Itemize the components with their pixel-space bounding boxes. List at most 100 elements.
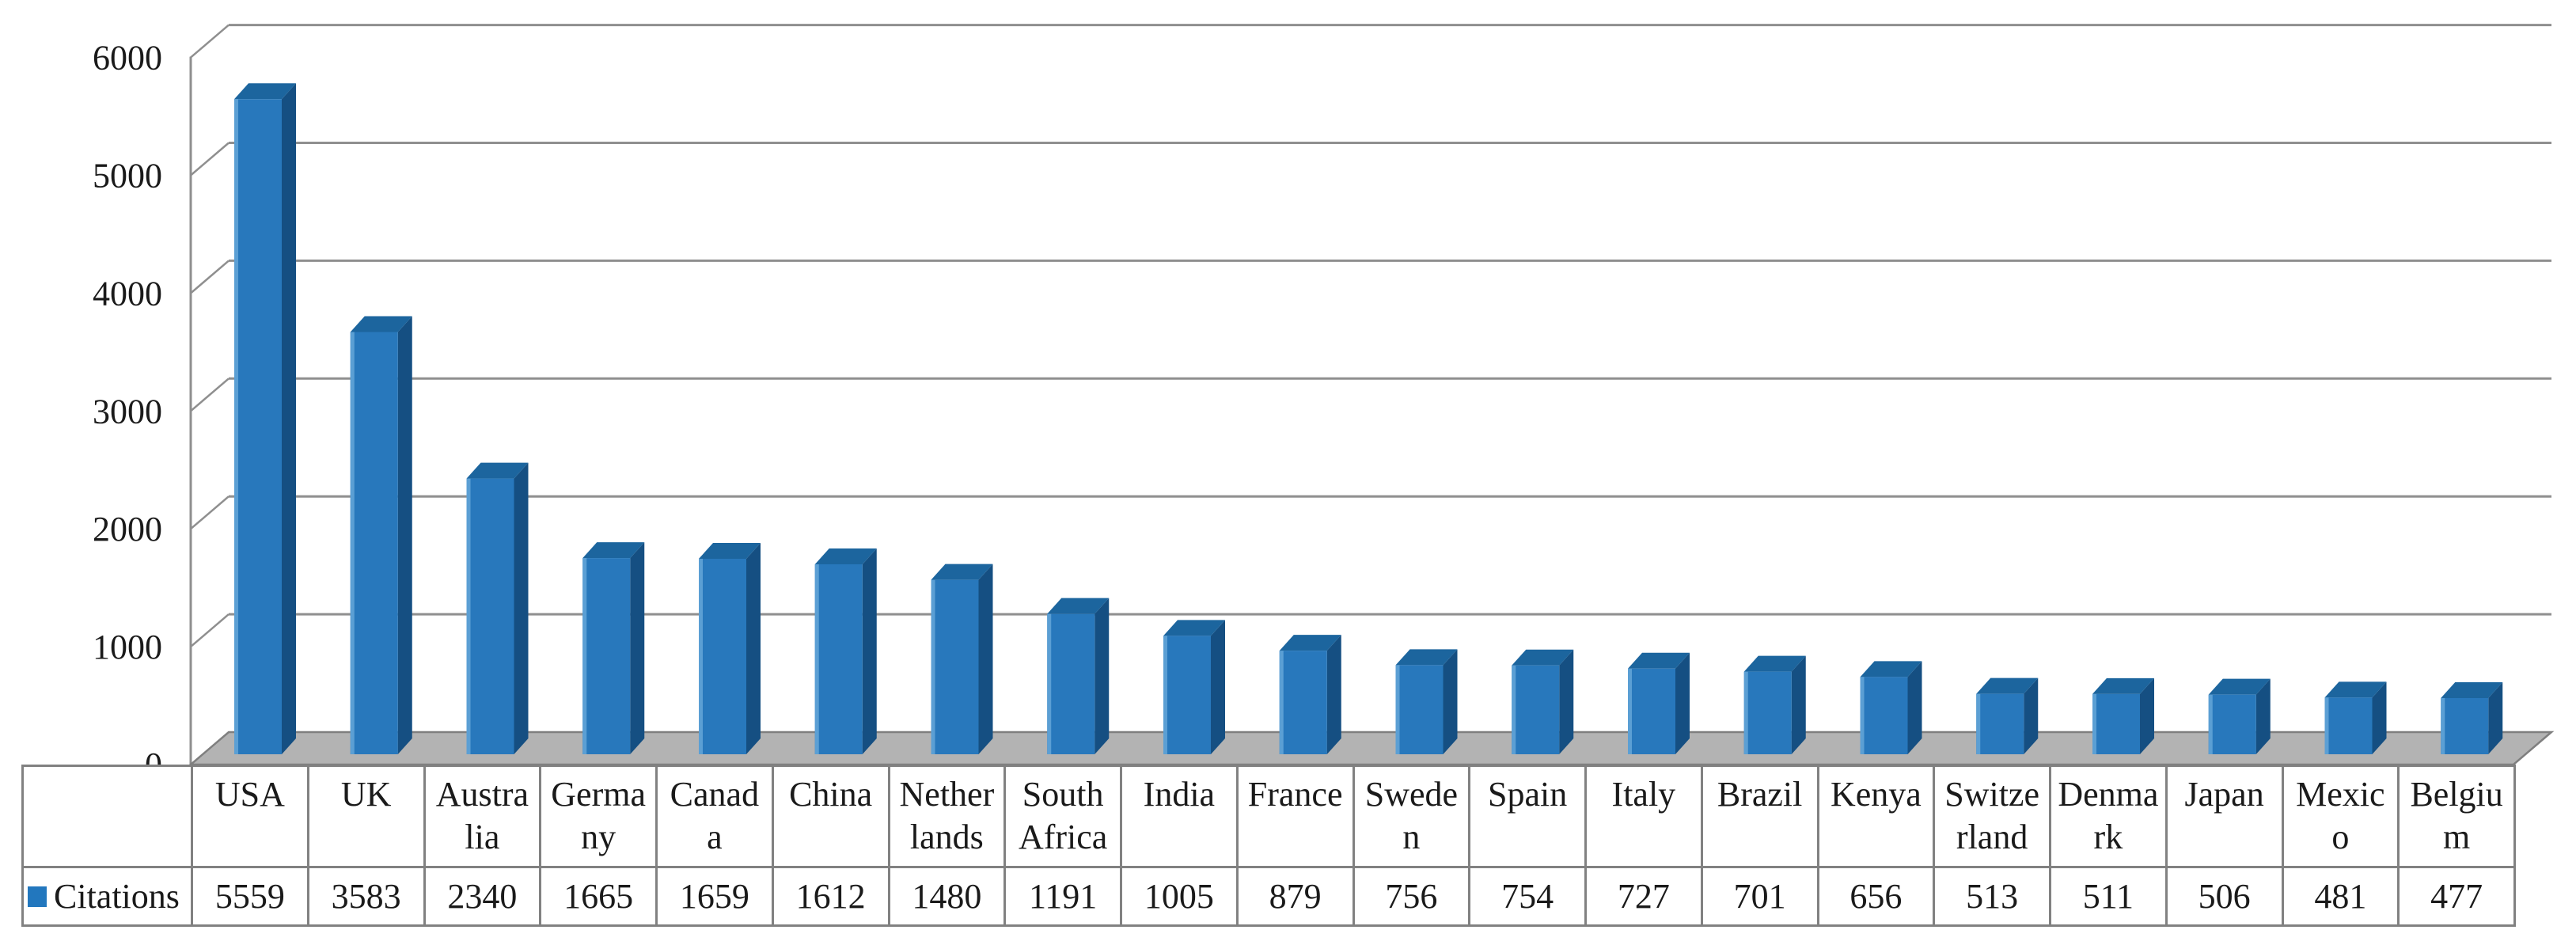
gridline-connector [190,24,230,59]
bar-south-africa [1047,598,1110,754]
bar-front-face [814,564,863,754]
bar-side-face [1675,652,1690,754]
bar-top-face [1163,620,1225,636]
bar-top-face [2092,677,2154,694]
bar-side-face [1443,649,1458,754]
bar-top-face [1628,652,1690,669]
category-cell-denmark: Denma rk [2049,765,2168,868]
bar-front-face [1628,668,1675,754]
bar-highlight-edge [1395,665,1400,754]
legend-cell: Citations [21,866,193,927]
category-cell-kenya: Kenya [1816,765,1936,868]
bar-front-face [2092,693,2140,754]
bar-side-face [2255,678,2271,754]
value-cell-france: 879 [1235,866,1355,927]
bar-side-face [630,542,645,754]
bar-side-face [1559,649,1574,754]
category-cell-netherlands: Nether lands [887,765,1007,868]
chart-data-table: USA UK Austra lia Germa ny Canad a China Nethe… [21,765,2516,927]
citations-series-swatch-icon [28,886,47,907]
gridline-connector [190,495,230,530]
bar-front-face [1743,671,1792,754]
bar-japan [2208,678,2271,754]
value-cell-belgium: 477 [2397,866,2516,927]
bar-highlight-edge [582,558,587,754]
bar-side-face [746,542,761,754]
bar-front-face [1512,665,1560,754]
bar-front-face [234,99,282,755]
value-cell-germany: 1665 [539,866,658,927]
bar-side-face [1791,655,1806,754]
category-cell-australia: Austra lia [423,765,542,868]
bar-highlight-edge [1279,651,1284,754]
bar-highlight-edge [1743,671,1748,754]
bar-switzerland [1976,677,2039,754]
category-cell-india: India [1120,765,1239,868]
value-cell-brazil: 701 [1700,866,1819,927]
bar-top-face [1860,661,1922,677]
bar-front-face [1395,665,1444,754]
value-cell-uk: 3583 [306,866,426,927]
category-cell-mexico: Mexic o [2281,765,2400,868]
bar-top-face [1047,598,1110,614]
bar-side-face [2488,681,2503,754]
bar-front-face [466,478,514,754]
bar-usa [234,83,296,755]
category-cell-switzerland: Switze rland [1933,765,2051,868]
bar-front-face [1047,613,1095,754]
table-corner-spacer [21,765,193,868]
value-cell-canada: 1659 [655,866,774,927]
bar-side-face [1907,661,1922,754]
bar-mexico [2324,681,2387,754]
bar-front-face [2208,694,2256,754]
category-cell-france: France [1235,765,1355,868]
category-cell-japan: Japan [2164,765,2284,868]
value-cell-denmark: 511 [2049,866,2168,927]
bar-highlight-edge [1860,677,1865,754]
bar-side-face [397,316,412,754]
bar-top-face [814,548,877,564]
category-cell-italy: Italy [1584,765,1703,868]
bar-side-face [2140,677,2154,754]
category-header-row: USA UK Austra lia Germa ny Canad a China Nethe… [21,765,2516,868]
category-cell-uk: UK [306,765,426,868]
bar-side-face [514,462,529,754]
value-cell-sweden: 756 [1352,866,1471,927]
category-cell-belgium: Belgiu m [2397,765,2516,868]
bar-highlight-edge [2441,697,2445,754]
gridline-connector [190,142,230,176]
bar-highlight-edge [2208,694,2213,754]
bar-top-face [2324,681,2387,698]
bar-side-face [862,548,877,754]
bar-highlight-edge [350,332,355,754]
bar-france [1279,635,1341,754]
bar-top-face [1976,677,2039,694]
category-cell-canada: Canad a [655,765,774,868]
bar-italy [1628,652,1690,754]
bar-netherlands [931,564,993,754]
bar-side-face [978,564,993,754]
value-cell-mexico: 481 [2281,866,2400,927]
bar-india [1163,620,1225,754]
bar-kenya [1860,661,1922,754]
bar-highlight-edge [814,564,819,754]
category-cell-spain: Spain [1468,765,1587,868]
category-cell-germany: Germa ny [539,765,658,868]
bar-highlight-edge [234,99,238,755]
bar-highlight-edge [699,558,703,754]
gridline-connector [190,378,230,412]
bar-front-face [699,558,746,754]
bar-top-face [466,462,529,479]
bar-top-face [350,316,412,332]
bar-top-face [582,542,645,559]
bar-denmark [2092,677,2154,754]
bar-highlight-edge [2092,693,2096,754]
value-cell-kenya: 656 [1816,866,1936,927]
bar-top-face [1743,655,1806,672]
bar-canada [699,542,761,754]
y-axis-tick-label: 3000 [93,392,162,431]
bar-spain [1512,649,1574,754]
y-axis-tick-label: 1000 [93,628,162,666]
bar-highlight-edge [2324,697,2329,754]
